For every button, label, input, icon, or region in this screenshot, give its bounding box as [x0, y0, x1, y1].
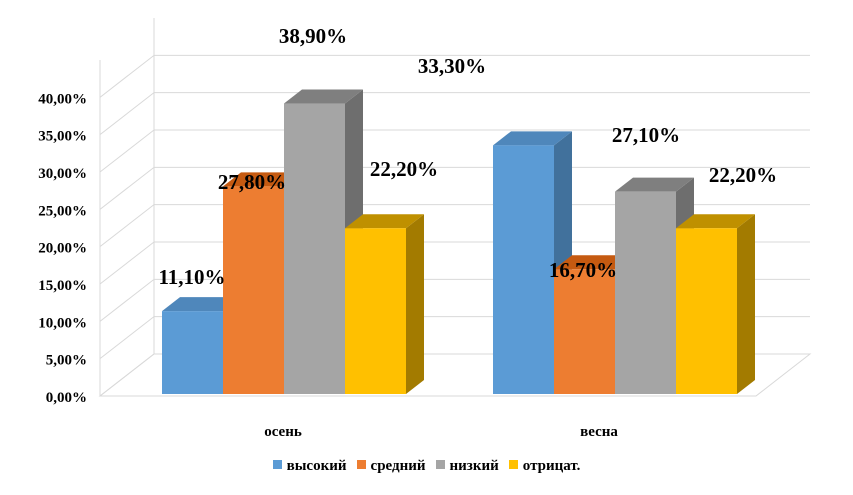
data-label: 38,90%: [279, 24, 347, 48]
data-label: 11,10%: [158, 265, 225, 289]
legend-item: высокий: [272, 458, 347, 475]
bar-top: [676, 214, 755, 229]
gridline-side: [99, 241, 155, 285]
bar: [554, 269, 615, 394]
bar: [162, 311, 223, 394]
bar: [615, 191, 676, 394]
x-axis: осень весна: [264, 424, 618, 440]
bars: [162, 89, 755, 395]
y-tick-label: 10,00%: [38, 315, 87, 331]
chart: 0,00% 5,00% 10,00% 15,00% 20,00% 25,00% 30,00%…: [38, 18, 812, 440]
bar: [493, 145, 554, 394]
gridline-side: [99, 54, 155, 98]
legend-item: отрицат.: [508, 458, 581, 475]
legend-label: высокий: [286, 458, 347, 474]
bar-top: [493, 131, 572, 146]
gridline-side: [99, 278, 155, 322]
data-label: 16,70%: [549, 258, 617, 282]
bar-top: [345, 214, 424, 229]
legend-item: средний: [356, 458, 426, 475]
data-label: 27,10%: [612, 123, 680, 147]
gridline-side: [99, 129, 155, 173]
y-tick-label: 25,00%: [38, 203, 87, 219]
legend-item: низкий: [435, 458, 499, 475]
legend-swatch: [435, 460, 445, 469]
legend-swatch: [508, 460, 518, 469]
data-label: 22,20%: [370, 157, 438, 181]
y-tick-label: 30,00%: [38, 166, 87, 182]
legend-label: низкий: [449, 458, 499, 474]
bar-top: [223, 172, 302, 187]
bar-side: [737, 214, 755, 394]
y-axis: 0,00% 5,00% 10,00% 15,00% 20,00% 25,00% 30,00%…: [38, 91, 87, 406]
data-label: 33,30%: [418, 54, 486, 78]
bar-top: [554, 255, 633, 270]
data-label: 22,20%: [709, 163, 777, 187]
legend-swatch: [272, 460, 282, 469]
y-tick-label: 35,00%: [38, 129, 87, 145]
bar-top: [284, 89, 363, 104]
gridline-side: [99, 353, 155, 397]
legend-swatch: [356, 460, 366, 469]
y-tick-label: 5,00%: [46, 353, 87, 369]
bar: [223, 186, 284, 394]
gridline-side: [99, 92, 155, 136]
data-labels: 11,10% 33,30% 27,80% 16,70% 38,90% 27,10% 22,2…: [158, 24, 777, 289]
legend-label: отрицат.: [522, 458, 581, 474]
bar: [676, 228, 737, 394]
legend: высокий средний низкий отрицат.: [0, 458, 853, 475]
legend-label: средний: [370, 458, 426, 474]
bar: [345, 228, 406, 394]
y-tick-label: 20,00%: [38, 241, 87, 257]
bar-top: [615, 177, 694, 192]
gridline-side: [99, 166, 155, 210]
bar: [284, 103, 345, 395]
bar-top: [162, 297, 241, 312]
y-tick-label: 0,00%: [46, 390, 87, 406]
gridline-side: [99, 204, 155, 248]
y-tick-label: 40,00%: [38, 91, 87, 107]
x-tick-label: осень: [264, 424, 302, 440]
x-tick-label: весна: [580, 424, 618, 440]
bar-side: [406, 214, 424, 394]
data-label: 27,80%: [218, 170, 286, 194]
gridline-side: [99, 316, 155, 360]
y-tick-label: 15,00%: [38, 278, 87, 294]
